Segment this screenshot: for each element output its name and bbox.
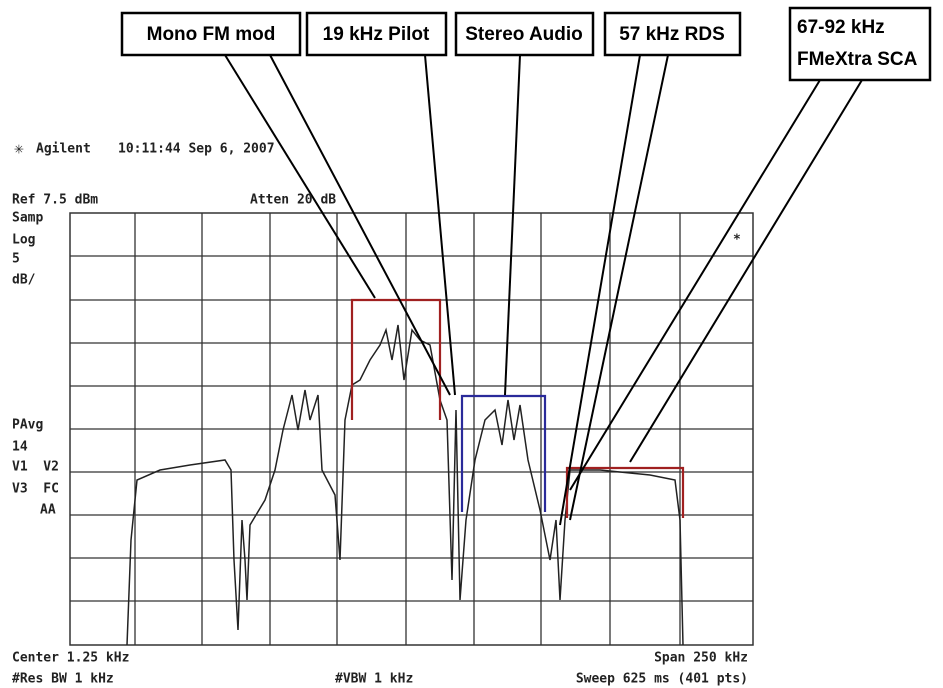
setting: V1 V2 xyxy=(12,460,59,475)
callout: 19 kHz Pilot xyxy=(323,24,430,45)
setting: AA xyxy=(40,503,56,518)
callout: 57 kHz RDS xyxy=(619,24,725,45)
brand-icon: ✳ xyxy=(14,139,24,158)
center-freq: Center 1.25 kHz xyxy=(12,651,129,666)
setting: V3 FC xyxy=(12,482,59,497)
setting: dB/ xyxy=(12,273,36,288)
callout-lines xyxy=(224,54,863,526)
marker: * xyxy=(733,233,741,248)
callout: FMeXtra SCA xyxy=(797,49,918,70)
span: Span 250 kHz xyxy=(654,651,748,666)
brand: Agilent xyxy=(36,142,91,157)
ref-level: Ref 7.5 dBm xyxy=(12,193,98,208)
setting: 14 xyxy=(12,440,28,455)
setting: 5 xyxy=(12,252,20,267)
timestamp: 10:11:44 Sep 6, 2007 xyxy=(118,142,275,157)
sweep: Sweep 625 ms (401 pts) xyxy=(576,672,748,687)
spectrum-trace xyxy=(126,324,684,646)
attenuation: Atten 20 dB xyxy=(250,193,336,208)
callout-boxes xyxy=(120,6,932,82)
callout: Stereo Audio xyxy=(465,24,583,45)
setting: PAvg xyxy=(12,418,43,433)
callout: 67-92 kHz xyxy=(797,17,885,38)
setting: Log xyxy=(12,233,35,248)
vbw: #VBW 1 kHz xyxy=(335,672,413,687)
callout: Mono FM mod xyxy=(147,24,276,45)
rbw: #Res BW 1 kHz xyxy=(12,672,114,687)
setting: Samp xyxy=(12,211,43,226)
band-boxes xyxy=(350,298,685,518)
grid xyxy=(69,212,754,646)
